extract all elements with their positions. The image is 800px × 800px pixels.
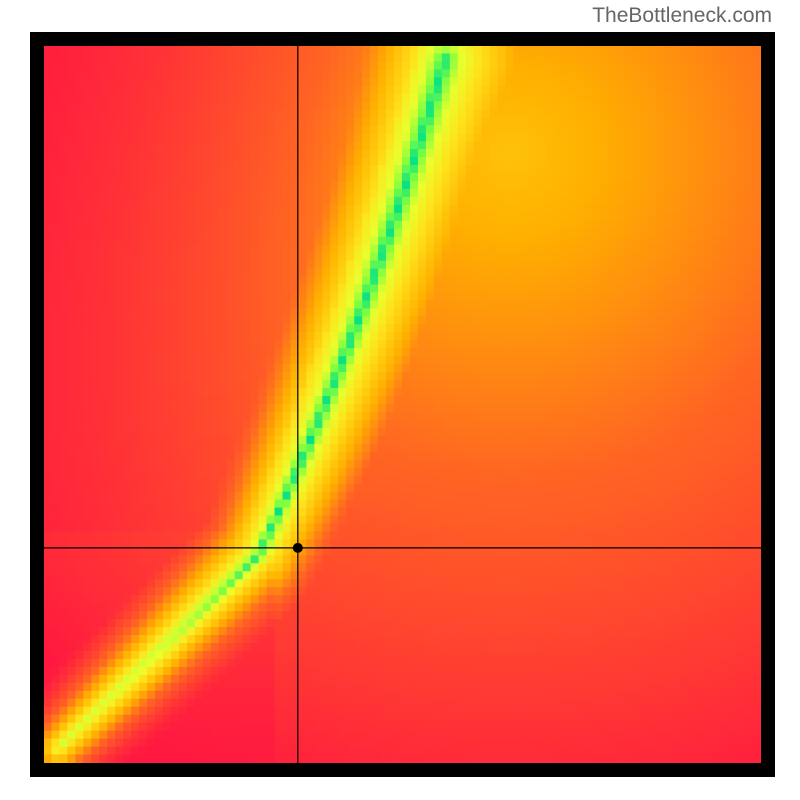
heatmap-plot [30, 32, 775, 777]
crosshair-dot [293, 543, 303, 553]
heatmap-svg [30, 32, 775, 777]
watermark-text: TheBottleneck.com [592, 4, 772, 28]
